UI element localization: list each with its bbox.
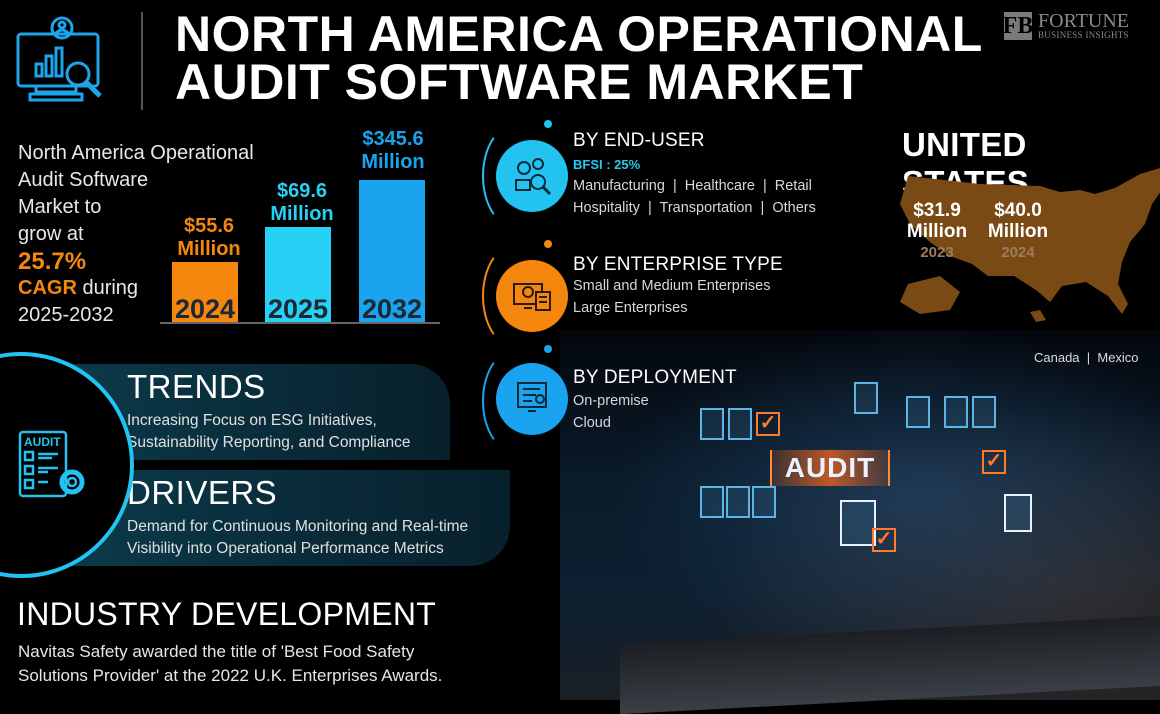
bar-year-label: 2032 bbox=[361, 294, 423, 324]
bar-2025: 2025 bbox=[265, 227, 331, 324]
segment-line: Manufacturing | Healthcare | Retail bbox=[573, 178, 812, 194]
bar-unit: Million bbox=[270, 203, 334, 225]
cagr-line: Audit Software bbox=[18, 169, 149, 191]
cagr-label: CAGR bbox=[18, 277, 77, 299]
header-divider bbox=[141, 12, 143, 110]
drivers-line: Visibility into Operational Performance … bbox=[127, 540, 444, 557]
document-icon bbox=[1004, 494, 1032, 532]
segment-arc bbox=[482, 126, 542, 226]
us-year: 2024 bbox=[1001, 244, 1035, 261]
checklist-icon bbox=[854, 382, 878, 414]
segment-dot bbox=[544, 240, 552, 248]
us-values: $31.9 Million 2023 $40.0 Million 2024 bbox=[890, 164, 1160, 324]
us-year: 2023 bbox=[920, 244, 954, 261]
bar-year-label: 2024 bbox=[174, 294, 236, 324]
segment-deployment: BY DEPLOYMENT On-premise Cloud bbox=[482, 345, 828, 455]
chart-baseline bbox=[160, 322, 440, 324]
title-line-1: NORTH AMERICA OPERATIONAL bbox=[175, 6, 983, 62]
photo-audit-label: AUDIT bbox=[770, 450, 890, 486]
document-icon bbox=[728, 408, 752, 440]
bar-2032: 2032 bbox=[359, 180, 425, 324]
document-icon bbox=[700, 486, 724, 518]
us-value-2023: $31.9 Million 2023 bbox=[897, 200, 977, 263]
drivers-line: Demand for Continuous Monitoring and Rea… bbox=[127, 518, 469, 535]
bar-year-label: 2025 bbox=[267, 294, 329, 324]
bar-value: $345.6 bbox=[362, 128, 424, 150]
bar-value-label-2032: $345.6 Million bbox=[338, 128, 448, 174]
trends-line: Sustainability Reporting, and Compliance bbox=[127, 434, 411, 451]
segment-dot bbox=[544, 345, 552, 353]
bar-unit: Million bbox=[361, 151, 425, 173]
bar-value: $55.6 bbox=[183, 215, 235, 237]
report-document-icon bbox=[840, 500, 876, 546]
us-value: $40.0 bbox=[994, 200, 1042, 221]
segment-title: BY ENTERPRISE TYPE bbox=[573, 254, 783, 275]
logo-name: FORTUNE bbox=[1038, 10, 1130, 32]
bar-2024: 2024 bbox=[172, 262, 238, 324]
cagr-during: during bbox=[76, 277, 139, 299]
document-icon bbox=[906, 396, 930, 428]
industry-development-line: Solutions Provider' at the 2022 U.K. Ent… bbox=[18, 666, 443, 685]
industry-development-line: Navitas Safety awarded the title of 'Bes… bbox=[18, 642, 415, 661]
segment-highlight: BFSI : 25% bbox=[573, 157, 641, 172]
checkbox-icon: ✓ bbox=[756, 412, 780, 436]
segment-line: Cloud bbox=[573, 415, 611, 431]
segment-title: BY END-USER bbox=[573, 130, 705, 151]
monitor-analytics-search-icon bbox=[16, 16, 102, 102]
audit-checklist-gear-icon: AUDIT bbox=[18, 430, 85, 498]
segment-line: Hospitality | Transportation | Others bbox=[573, 200, 816, 216]
cagr-line: Market to bbox=[18, 196, 102, 218]
document-icon bbox=[726, 486, 750, 518]
industry-development-text: Navitas Safety awarded the title of 'Bes… bbox=[18, 640, 442, 688]
segment-line: On-premise bbox=[573, 393, 649, 409]
bar-value: $69.6 bbox=[276, 180, 328, 202]
drivers-text: Demand for Continuous Monitoring and Rea… bbox=[127, 516, 468, 560]
other-regions: Canada | Mexico bbox=[1034, 350, 1139, 365]
trends-text: Increasing Focus on ESG Initiatives, Sus… bbox=[127, 410, 410, 454]
svg-text:AUDIT: AUDIT bbox=[24, 435, 61, 449]
segment-title: BY DEPLOYMENT bbox=[573, 367, 737, 388]
segment-line: Small and Medium Enterprises bbox=[573, 278, 771, 294]
us-value: $31.9 bbox=[913, 200, 961, 221]
us-unit: Million bbox=[906, 221, 968, 242]
gears-search-icon bbox=[496, 140, 568, 212]
segment-arc bbox=[482, 351, 542, 451]
document-icon bbox=[944, 396, 968, 428]
segment-arc bbox=[482, 246, 542, 346]
bar-value-label-2024: $55.6 Million bbox=[154, 215, 264, 261]
bar-value-label-2025: $69.6 Million bbox=[247, 180, 357, 226]
bar-unit: Million bbox=[177, 238, 241, 260]
title-line-2: AUDIT SOFTWARE MARKET bbox=[175, 54, 864, 110]
segment-end-user: BY END-USER BFSI : 25% Manufacturing | H… bbox=[482, 120, 828, 230]
cagr-summary: North America Operational Audit Software… bbox=[18, 140, 268, 329]
checklist-icon bbox=[752, 486, 776, 518]
cagr-line: North America Operational bbox=[18, 142, 254, 164]
trends-line: Increasing Focus on ESG Initiatives, bbox=[127, 412, 377, 429]
segment-dot bbox=[544, 120, 552, 128]
cagr-percentage: 25.7% bbox=[18, 248, 87, 275]
us-unit: Million bbox=[987, 221, 1049, 242]
us-value-2024: $40.0 Million 2024 bbox=[978, 200, 1058, 263]
clipboard-monitor-icon bbox=[496, 363, 568, 435]
segment-enterprise-type: BY ENTERPRISE TYPE Small and Medium Ente… bbox=[482, 240, 828, 350]
logo-mark-icon: FB bbox=[1002, 12, 1034, 40]
cagr-period: 2025-2032 bbox=[18, 304, 114, 326]
checkbox-icon: ✓ bbox=[872, 528, 896, 552]
checklist-icon bbox=[972, 396, 996, 428]
fortune-business-insights-logo: FB FORTUNE BUSINESS INSIGHTS bbox=[1002, 10, 1130, 40]
us-map-icon bbox=[900, 168, 1160, 322]
computer-checklist-icon bbox=[496, 260, 568, 332]
segment-line: Large Enterprises bbox=[573, 300, 688, 316]
page-title: NORTH AMERICA OPERATIONAL AUDIT SOFTWARE… bbox=[175, 6, 983, 110]
industry-development-title: INDUSTRY DEVELOPMENT bbox=[17, 596, 437, 632]
trends-title: TRENDS bbox=[127, 368, 266, 405]
cagr-line: grow at bbox=[18, 223, 84, 245]
market-size-bar-chart: $55.6 Million 2024 $69.6 Million 2025 $3… bbox=[160, 120, 440, 330]
drivers-panel bbox=[60, 470, 510, 566]
drivers-title: DRIVERS bbox=[127, 474, 278, 511]
logo-subtitle: BUSINESS INSIGHTS bbox=[1038, 30, 1129, 40]
document-icon bbox=[700, 408, 724, 440]
checkbox-icon: ✓ bbox=[982, 450, 1006, 474]
